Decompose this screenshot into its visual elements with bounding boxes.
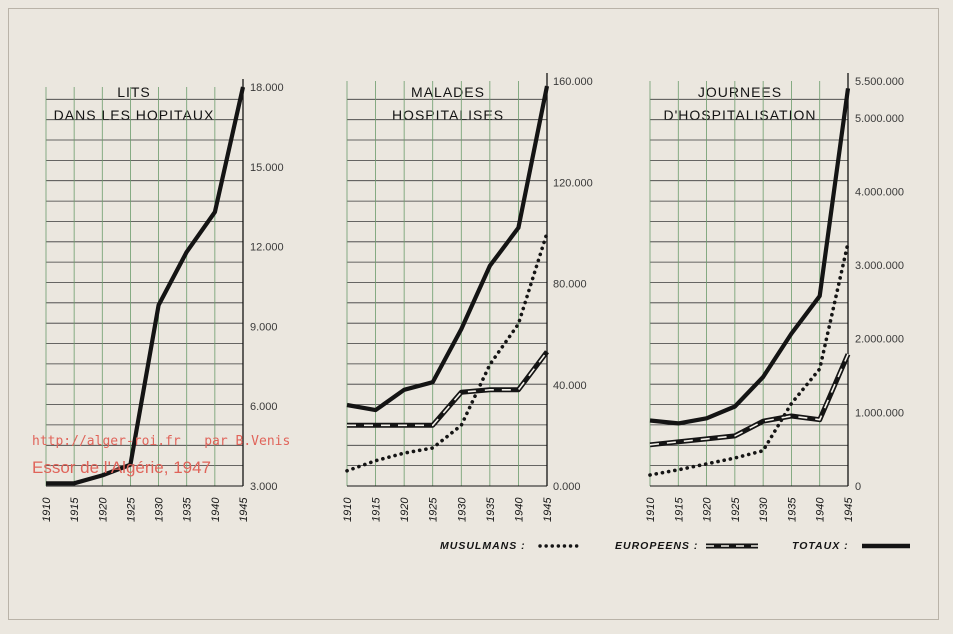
x-tick-label: 1910: [645, 497, 657, 522]
x-tick-label: 1945: [238, 497, 250, 522]
series-line-totaux: [649, 88, 851, 426]
series-line-europeens: [649, 353, 851, 448]
chart-subtitle: HOSPITALISES: [392, 107, 504, 123]
x-tick-label: 1935: [786, 497, 798, 522]
x-tick-label: 1920: [97, 497, 109, 522]
watermark-credit: par B.Venis: [204, 434, 291, 449]
x-tick-label: 1920: [399, 497, 411, 522]
y-tick-label: 18.000: [250, 82, 284, 94]
y-tick-label: 1.000.000: [855, 407, 904, 419]
x-tick-label: 1930: [154, 497, 166, 522]
series-line-totaux: [346, 85, 550, 413]
x-tick-label: 1945: [843, 497, 855, 522]
chart-subtitle: DANS LES HOPITAUX: [54, 107, 215, 123]
y-tick-label: 80.000: [553, 279, 587, 291]
x-tick-label: 1935: [182, 497, 194, 522]
chart-title: LITS: [117, 84, 151, 100]
x-tick-label: 1915: [673, 497, 685, 522]
watermark-source: Essor de l'Algérie, 1947: [32, 458, 212, 477]
x-tick-label: 1940: [210, 497, 222, 522]
x-tick-label: 1935: [485, 497, 497, 522]
y-tick-label: 3.000.000: [855, 260, 904, 272]
series-line-musulmans: [345, 231, 549, 473]
x-tick-label: 1940: [815, 497, 827, 522]
y-tick-label: 9.000: [250, 321, 278, 333]
y-tick-label: 4.000.000: [855, 187, 904, 199]
legend-label-totaux: TOTAUX :: [792, 540, 849, 552]
series-line-europeens: [347, 350, 549, 428]
watermark-url: http://alger-roi.fr par B.Venis: [32, 434, 290, 449]
y-tick-label: 160.000: [553, 76, 593, 88]
x-tick-label: 1910: [41, 497, 53, 522]
y-tick-label: 15.000: [250, 162, 284, 174]
y-tick-label: 0.000: [553, 481, 581, 493]
x-tick-label: 1925: [428, 497, 440, 522]
y-tick-label: 6.000: [250, 401, 278, 413]
x-tick-label: 1930: [456, 497, 468, 522]
x-tick-label: 1925: [730, 497, 742, 522]
series-line-totaux: [46, 86, 246, 486]
y-tick-label: 120.000: [553, 177, 593, 189]
x-tick-label: 1910: [342, 497, 354, 522]
legend-label-europeens: EUROPEENS :: [615, 540, 698, 552]
x-tick-label: 1920: [702, 497, 714, 522]
y-tick-label: 2.000.000: [855, 334, 904, 346]
legend-label-musulmans: MUSULMANS :: [440, 540, 526, 552]
x-tick-label: 1925: [125, 497, 137, 522]
chart-panel-2: MALADES HOSPITALISES 0.000 40.000 80.000 120.…: [342, 73, 593, 522]
y-tick-label: 5.500.000: [855, 76, 904, 88]
series-line-europeens-inner: [347, 351, 548, 427]
chart-subtitle: D'HOSPITALISATION: [664, 107, 817, 123]
x-tick-label: 1915: [69, 497, 81, 522]
watermark-url-text: http://alger-roi.fr: [32, 434, 181, 449]
y-tick-label: 40.000: [553, 380, 587, 392]
legend: MUSULMANS : EUROPEENS : TOTAUX :: [440, 540, 910, 552]
y-tick-label: 5.000.000: [855, 113, 904, 125]
y-tick-label: 0: [855, 481, 861, 493]
y-tick-label: 12.000: [250, 242, 284, 254]
chart-title: MALADES: [411, 84, 485, 100]
chart-title: JOURNEES: [698, 84, 782, 100]
x-tick-label: 1940: [513, 497, 525, 522]
y-tick-label: 3.000: [250, 481, 278, 493]
chart-panel-3: JOURNEES D'HOSPITALISATION 0 1.000.000 2.000…: [645, 73, 904, 522]
series-line-musulmans: [648, 241, 850, 477]
x-tick-label: 1930: [758, 497, 770, 522]
chart-panel-1: LITS DANS LES HOPITAUX 3.000 6.000 9.000 12.0…: [41, 79, 284, 522]
x-tick-label: 1945: [542, 497, 554, 522]
x-tick-label: 1915: [371, 497, 383, 522]
figure-border: [8, 8, 939, 620]
